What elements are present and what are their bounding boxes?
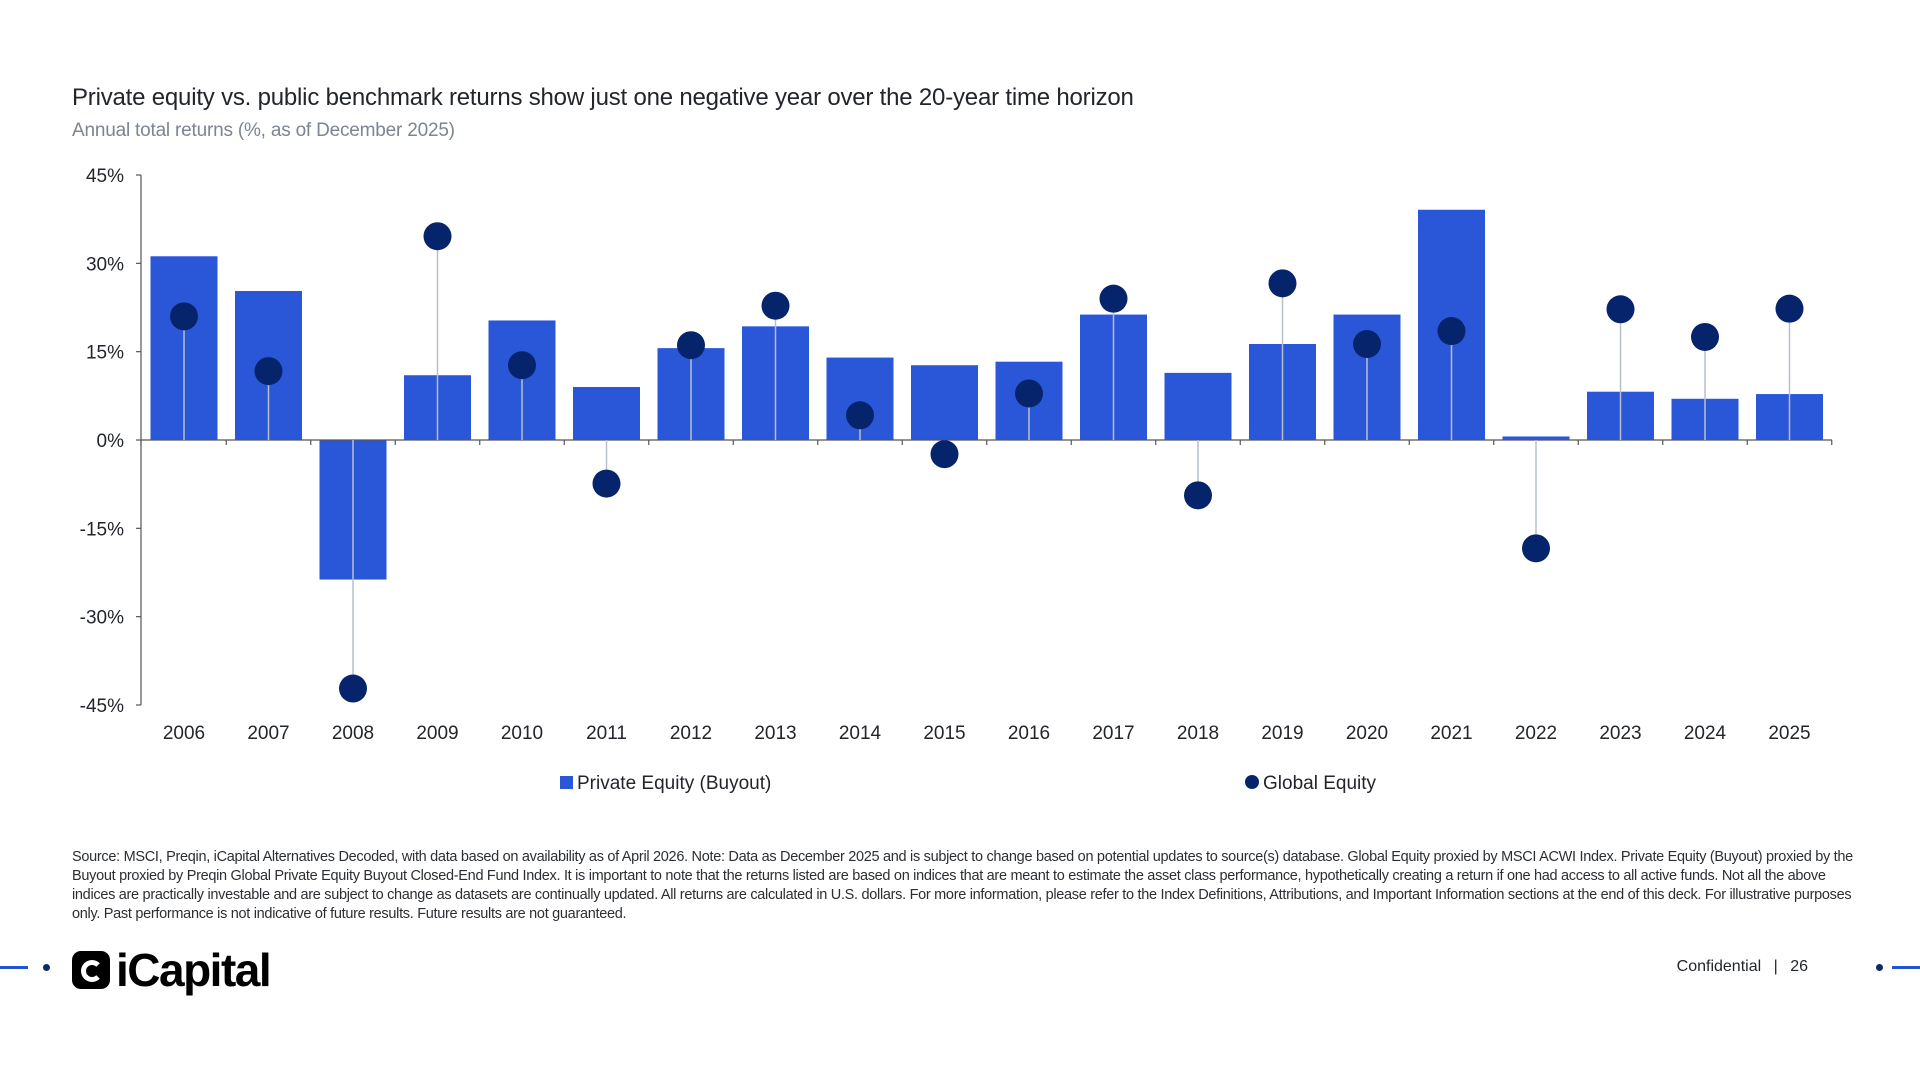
x-tick-label: 2009 [416, 723, 458, 744]
x-tick-label: 2006 [163, 723, 205, 744]
ge-dot-2015 [930, 440, 959, 469]
ge-dot-2019 [1268, 269, 1297, 298]
ge-dot-2023 [1606, 295, 1635, 324]
icapital-logo: iCapital [72, 944, 272, 996]
ge-dot-2006 [170, 302, 198, 331]
ge-dot-2012 [677, 331, 705, 360]
y-tick-label: -15% [80, 519, 124, 540]
x-tick-label: 2022 [1515, 723, 1557, 744]
ge-dot-2011 [592, 469, 621, 498]
legend-pe-swatch [560, 776, 573, 789]
x-tick-label: 2025 [1768, 723, 1810, 744]
confidential-label: Confidential [1676, 958, 1762, 975]
right-deco-dot [1876, 964, 1883, 971]
x-tick-label: 2008 [332, 723, 374, 744]
ge-dot-2013 [761, 291, 790, 320]
y-tick-label: 30% [86, 254, 124, 275]
right-deco-line [1892, 966, 1920, 969]
logo-wordmark: iCapital [116, 944, 272, 996]
ge-dot-2022 [1522, 534, 1550, 563]
ge-dot-2010 [508, 351, 536, 380]
left-deco-dot [43, 964, 50, 971]
ge-dot-2017 [1099, 284, 1128, 313]
x-tick-label: 2018 [1177, 723, 1219, 744]
source-note: Source: MSCI, Preqin, iCapital Alternati… [72, 849, 1853, 922]
x-tick-label: 2007 [247, 723, 289, 744]
x-tick-label: 2016 [1008, 723, 1050, 744]
x-tick-label: 2012 [670, 723, 712, 744]
ge-dot-2025 [1775, 294, 1804, 323]
x-tick-label: 2020 [1346, 723, 1388, 744]
pe-bar-2015 [911, 365, 978, 440]
ge-dot-2008 [339, 674, 367, 703]
footer-page-info: Confidential | 26 [1677, 958, 1808, 976]
ge-dot-2021 [1437, 317, 1466, 346]
ge-dot-2009 [423, 222, 452, 251]
x-tick-label: 2023 [1599, 723, 1641, 744]
y-tick-label: 45% [86, 166, 124, 187]
ge-dot-2007 [254, 357, 283, 386]
x-tick-label: 2014 [839, 723, 882, 744]
y-tick-label: -45% [80, 696, 124, 717]
ge-dot-2020 [1353, 330, 1381, 359]
legend-pe-label: Private Equity (Buyout) [577, 773, 771, 794]
chart-title: Private equity vs. public benchmark retu… [72, 84, 1134, 111]
y-tick-label: 0% [97, 431, 125, 452]
icapital-logo-icon [72, 951, 110, 989]
returns-chart: 45% 30% 15% 0% -15% -30% -45% 2006 2007 2008 2009 2… [80, 166, 1833, 794]
page-number: 26 [1790, 958, 1808, 975]
x-tick-label: 2024 [1684, 723, 1727, 744]
pe-bar-2018 [1164, 372, 1232, 440]
pe-bar-2022 [1502, 436, 1570, 440]
left-deco-line [0, 966, 28, 969]
x-tick-label: 2021 [1430, 723, 1472, 744]
ge-dot-2016 [1015, 379, 1043, 408]
ge-dot-2024 [1691, 322, 1719, 351]
pe-bar-2011 [573, 387, 640, 440]
x-tick-label: 2013 [754, 723, 796, 744]
chart-subtitle: Annual total returns (%, as of December … [72, 120, 455, 141]
footer-separator: | [1773, 958, 1778, 975]
x-tick-label: 2011 [586, 723, 627, 744]
ge-dot-2018 [1184, 481, 1212, 510]
x-tick-label: 2010 [501, 723, 543, 744]
x-tick-label: 2019 [1261, 723, 1303, 744]
ge-dot-2014 [846, 401, 874, 430]
x-tick-label: 2015 [923, 723, 965, 744]
y-tick-label: -30% [80, 608, 124, 629]
legend-ge-swatch [1245, 775, 1259, 789]
y-tick-label: 15% [86, 343, 124, 364]
legend-ge-label: Global Equity [1263, 773, 1377, 794]
x-tick-label: 2017 [1092, 723, 1134, 744]
